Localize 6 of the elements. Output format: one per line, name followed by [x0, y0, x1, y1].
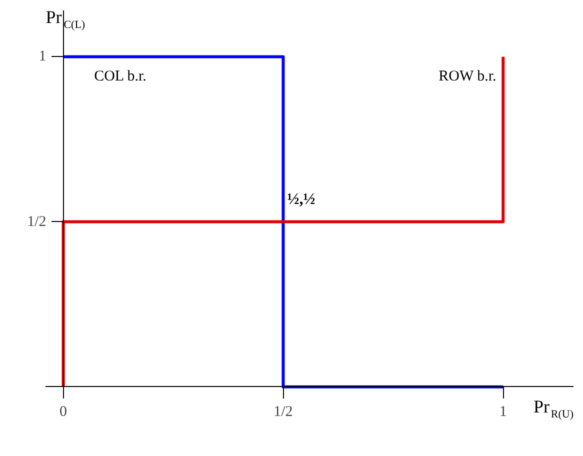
annotation: ½,½: [287, 190, 316, 208]
x-tick-label: 1/2: [274, 404, 293, 420]
x-tick-label: 1: [499, 404, 507, 420]
x-tick-label: 0: [60, 404, 68, 420]
series-label: ROW b.r.: [438, 68, 496, 85]
series-label: COL b.r.: [94, 68, 146, 85]
